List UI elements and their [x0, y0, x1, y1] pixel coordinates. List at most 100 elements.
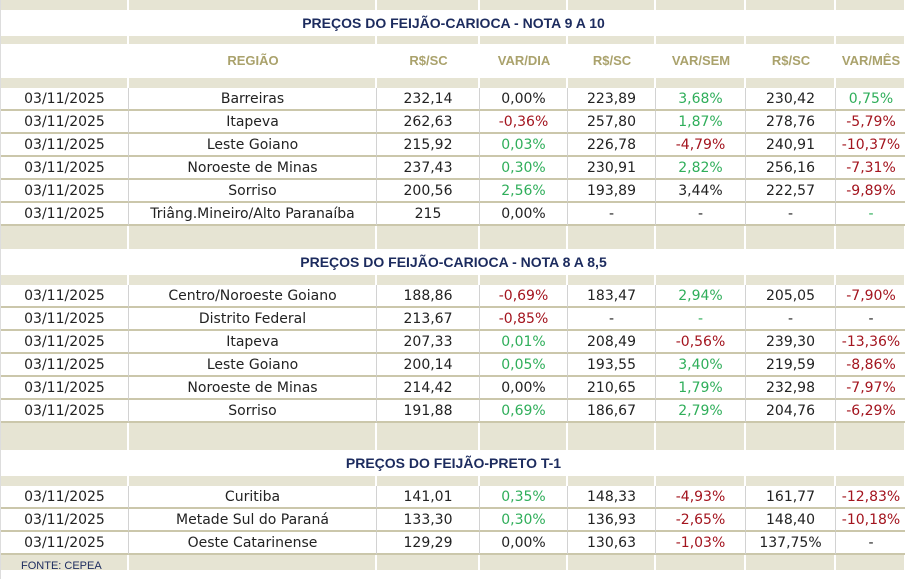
cell-var-month: -10,37% — [836, 134, 905, 157]
separator-bar — [1, 275, 905, 285]
cell-price-day: 133,30 — [377, 509, 480, 532]
table-row: 03/11/2025 Oeste Catarinense 129,29 0,00% 13… — [1, 532, 905, 555]
cell-price-day: 214,42 — [377, 377, 480, 400]
cell-price-day: 129,29 — [377, 532, 480, 555]
cell-var-day: 0,00% — [480, 203, 568, 226]
cell-var-week: -2,65% — [656, 509, 746, 532]
cell-price-month: 148,40 — [746, 509, 836, 532]
column-header-var-week: VAR/SEM — [671, 53, 731, 68]
cell-var-day: 0,30% — [480, 509, 568, 532]
table-row: 03/11/2025 Itapeva 207,33 0,01% 208,49 -0,56%… — [1, 331, 905, 354]
cell-price-week: - — [568, 308, 656, 331]
cell-var-month: -9,89% — [836, 180, 905, 203]
cell-var-week: - — [656, 308, 746, 331]
cell-region: Itapeva — [129, 111, 377, 134]
cell-var-week: -4,79% — [656, 134, 746, 157]
column-header-date — [1, 44, 129, 78]
cell-var-week: 3,68% — [656, 88, 746, 111]
cell-var-week: 1,79% — [656, 377, 746, 400]
cell-date: 03/11/2025 — [1, 509, 129, 532]
cell-price-month: 230,42 — [746, 88, 836, 111]
cell-var-week: 1,87% — [656, 111, 746, 134]
column-header-price-month: R$/SC — [771, 53, 811, 68]
cell-var-day: -0,69% — [480, 285, 568, 308]
cell-price-week: 136,93 — [568, 509, 656, 532]
cell-var-month: -8,86% — [836, 354, 905, 377]
cell-price-week: 210,65 — [568, 377, 656, 400]
cell-var-week: 2,94% — [656, 285, 746, 308]
cell-price-month: 256,16 — [746, 157, 836, 180]
cell-var-day: 2,56% — [480, 180, 568, 203]
table-row: 03/11/2025 Metade Sul do Paraná 133,30 0,30… — [1, 509, 905, 532]
cell-price-month: 222,57 — [746, 180, 836, 203]
cell-region: Itapeva — [129, 331, 377, 354]
table-row: 03/11/2025 Triâng.Mineiro/Alto Paranaíba 2… — [1, 203, 905, 226]
cell-var-month: -7,97% — [836, 377, 905, 400]
separator-bar — [1, 423, 905, 434]
table-row: 03/11/2025 Itapeva 262,63 -0,36% 257,80 1,87%… — [1, 111, 905, 134]
section-title: PREÇOS DO FEIJÃO-PRETO T-1 — [345, 455, 562, 471]
cell-var-month: -7,31% — [836, 157, 905, 180]
cell-var-day: -0,36% — [480, 111, 568, 134]
column-header-var-day: VAR/DIA — [497, 53, 551, 68]
source-footer: FONTE: CEPEA — [21, 560, 102, 572]
cell-var-week: -1,03% — [656, 532, 746, 555]
cell-price-month: 219,59 — [746, 354, 836, 377]
section-title: PREÇOS DO FEIJÃO-CARIOCA - NOTA 9 A 10 — [302, 15, 605, 31]
cell-region: Centro/Noroeste Goiano — [129, 285, 377, 308]
cell-var-day: 0,05% — [480, 354, 568, 377]
cell-region: Distrito Federal — [129, 308, 377, 331]
cell-price-month: 278,76 — [746, 111, 836, 134]
separator-bar — [1, 226, 905, 237]
cell-region: Oeste Catarinense — [129, 532, 377, 555]
cell-price-day: 141,01 — [377, 486, 480, 509]
table-row: 03/11/2025 Sorriso 200,56 2,56% 193,89 3,44% 2… — [1, 180, 905, 203]
cell-region: Barreiras — [129, 88, 377, 111]
column-header-price-day: R$/SC — [409, 53, 448, 68]
cell-var-day: 0,30% — [480, 157, 568, 180]
cell-var-month: - — [836, 308, 905, 331]
cell-region: Noroeste de Minas — [129, 377, 377, 400]
cell-var-day: 0,35% — [480, 486, 568, 509]
cell-price-month: 205,05 — [746, 285, 836, 308]
column-header-region: REGIÃO — [227, 53, 279, 68]
cell-date: 03/11/2025 — [1, 180, 129, 203]
cell-price-day: 188,86 — [377, 285, 480, 308]
cell-date: 03/11/2025 — [1, 308, 129, 331]
table-row: 03/11/2025 Distrito Federal 213,67 -0,85% - -… — [1, 308, 905, 331]
table-row: 03/11/2025 Leste Goiano 200,14 0,05% 193,55 3… — [1, 354, 905, 377]
cell-price-day: 262,63 — [377, 111, 480, 134]
cell-price-month: 161,77 — [746, 486, 836, 509]
cell-var-month: -7,90% — [836, 285, 905, 308]
cell-price-week: 130,63 — [568, 532, 656, 555]
cell-var-week: 3,44% — [656, 180, 746, 203]
cell-price-day: 191,88 — [377, 400, 480, 423]
cell-price-week: - — [568, 203, 656, 226]
cell-price-week: 257,80 — [568, 111, 656, 134]
cell-price-day: 200,56 — [377, 180, 480, 203]
cell-price-week: 186,67 — [568, 400, 656, 423]
cell-price-day: 215,92 — [377, 134, 480, 157]
table-row: 03/11/2025 Curitiba 141,01 0,35% 148,33 -4,93… — [1, 486, 905, 509]
separator-bar — [1, 476, 905, 486]
cell-price-week: 208,49 — [568, 331, 656, 354]
cell-price-month: 232,98 — [746, 377, 836, 400]
separator-bar — [1, 434, 905, 450]
cell-var-week: 2,79% — [656, 400, 746, 423]
cell-region: Noroeste de Minas — [129, 157, 377, 180]
cell-date: 03/11/2025 — [1, 157, 129, 180]
cell-price-day: 232,14 — [377, 88, 480, 111]
separator-bar — [1, 237, 905, 249]
cell-var-month: -12,83% — [836, 486, 905, 509]
separator-bar — [1, 78, 905, 88]
cell-price-month: 204,76 — [746, 400, 836, 423]
cell-date: 03/11/2025 — [1, 532, 129, 555]
cell-var-month: -13,36% — [836, 331, 905, 354]
cell-date: 03/11/2025 — [1, 486, 129, 509]
cell-date: 03/11/2025 — [1, 331, 129, 354]
cell-var-week: 3,40% — [656, 354, 746, 377]
price-section: PREÇOS DO FEIJÃO-CARIOCA - NOTA 8 A 8,5 0… — [1, 237, 905, 434]
cell-var-month: -6,29% — [836, 400, 905, 423]
cell-region: Triâng.Mineiro/Alto Paranaíba — [129, 203, 377, 226]
